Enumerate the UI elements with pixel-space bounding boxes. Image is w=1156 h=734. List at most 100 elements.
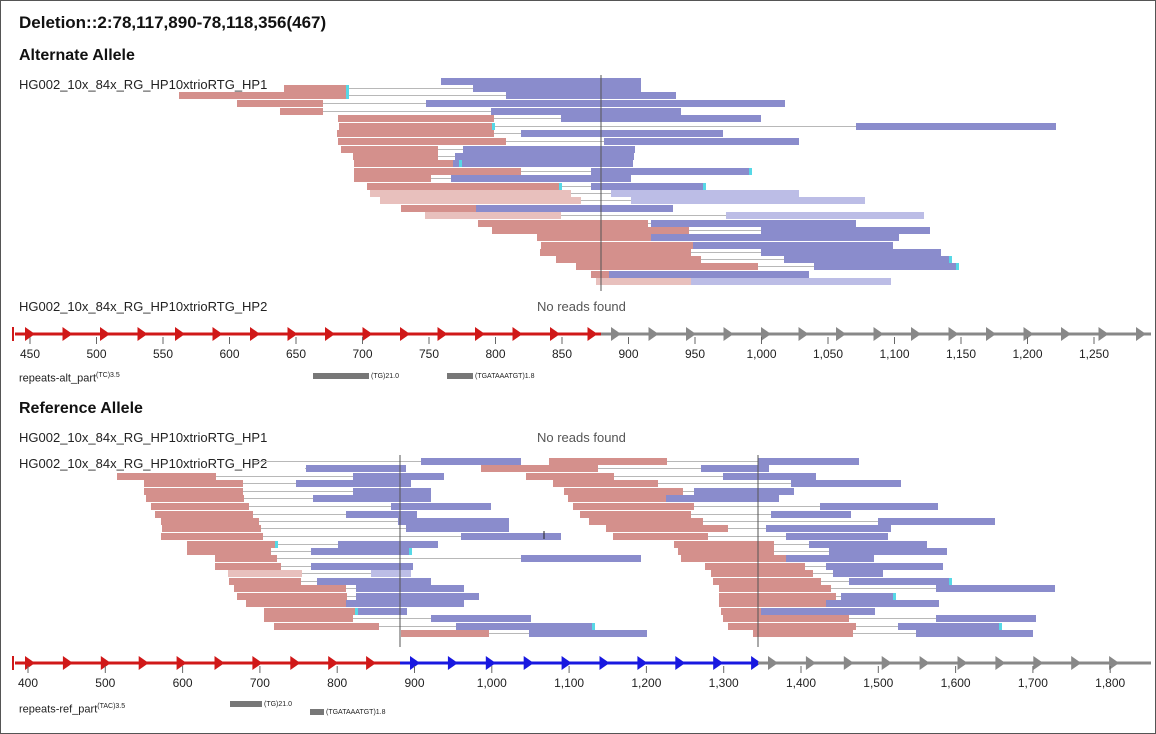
ref-axis-tick-label: 1,600: [941, 676, 971, 690]
ref-axis-arrow: [957, 656, 968, 670]
read-left: [591, 271, 609, 278]
soft-clip: [592, 623, 595, 630]
soft-clip: [559, 183, 562, 190]
ref-track-hp2-label: HG002_10x_84x_RG_HP10xtrioRTG_HP2: [19, 456, 268, 471]
alt-repeats-sup: (TC)3.5: [96, 372, 120, 379]
alt-axis-arrow: [512, 327, 523, 341]
read-right: [476, 205, 673, 212]
alt-axis-tick-label: 600: [219, 347, 239, 361]
read-left: [713, 578, 821, 585]
read-right: [786, 533, 888, 540]
read-right: [306, 465, 406, 472]
soft-clip: [749, 168, 752, 175]
ref-axis-tick-label: 600: [173, 676, 193, 690]
read-right: [391, 503, 491, 510]
soft-clip: [355, 608, 358, 615]
alt-axis-arrow: [1136, 327, 1146, 341]
read-left: [401, 205, 476, 212]
read-right: [761, 608, 875, 615]
read-right: [651, 220, 856, 227]
alt-axis-arrow: [25, 327, 35, 341]
read-right: [611, 190, 799, 197]
alt-repeat-tg: [313, 373, 369, 379]
read-left: [264, 615, 353, 622]
read-left: [719, 600, 834, 607]
read-left: [162, 525, 261, 532]
ref-axis-arrow: [447, 656, 458, 670]
alt-axis-tick-label: 1,000: [746, 347, 776, 361]
alt-axis-arrow: [798, 327, 809, 341]
read-left: [370, 190, 571, 197]
alt-axis-tick-label: 1,200: [1012, 347, 1042, 361]
alt-axis-arrow: [362, 327, 373, 341]
read-left: [705, 563, 805, 570]
read-right: [398, 518, 509, 525]
read-left: [481, 465, 598, 472]
read-right: [784, 256, 951, 263]
read-left: [425, 212, 561, 219]
read-right: [529, 630, 647, 637]
read-left: [540, 249, 691, 256]
ref-repeats-sup: (TAC)3.5: [97, 703, 126, 710]
read-right: [701, 465, 769, 472]
alt-axis-arrow: [212, 327, 223, 341]
read-right: [431, 615, 531, 622]
read-left: [187, 541, 277, 548]
ref-repeat-tg-label: (TG)21.0: [264, 701, 292, 708]
ref-axis-tick-label: 700: [250, 676, 270, 690]
read-left: [576, 263, 758, 270]
read-right: [833, 570, 883, 577]
read-left: [234, 585, 346, 592]
read-right: [936, 615, 1036, 622]
read-left: [681, 555, 787, 562]
soft-clip: [703, 183, 706, 190]
ref-axis-arrow: [805, 656, 816, 670]
read-left: [556, 256, 701, 263]
alt-repeat-tgataaatgt-label: (TGATAAATGT)1.8: [475, 373, 535, 380]
read-right: [296, 480, 411, 487]
alt-hp2-no-reads: No reads found: [537, 299, 626, 314]
read-left: [215, 563, 281, 570]
read-right: [521, 555, 641, 562]
soft-clip: [999, 623, 1002, 630]
alt-axis-arrow: [948, 327, 959, 341]
soft-clip: [492, 123, 495, 130]
read-left: [337, 130, 494, 137]
read-right: [426, 100, 785, 107]
alt-axis-arrow: [836, 327, 846, 341]
ref-axis-arrow: [1109, 656, 1120, 670]
read-right: [726, 212, 924, 219]
ref-axis-tick-label: 1,800: [1095, 676, 1125, 690]
alt-axis-tick-label: 850: [552, 347, 572, 361]
read-right: [786, 555, 874, 562]
read-right: [473, 85, 641, 92]
soft-clip: [346, 85, 349, 92]
read-right: [666, 495, 779, 502]
ref-axis-arrow: [843, 656, 854, 670]
read-left: [711, 570, 813, 577]
alt-axis-tick-label: 800: [485, 347, 505, 361]
read-left: [353, 153, 438, 160]
read-left: [274, 623, 379, 630]
alt-axis-tick-label: 450: [20, 347, 40, 361]
alt-repeats-label: repeats-alt_part(TC)3.5: [19, 372, 120, 385]
read-left: [146, 495, 244, 502]
soft-clip: [275, 541, 278, 548]
alt-allele-heading: Alternate Allele: [19, 47, 135, 64]
read-right: [841, 593, 895, 600]
read-left: [264, 608, 357, 615]
alt-axis-arrow: [550, 327, 560, 341]
alt-axis-arrow: [723, 327, 734, 341]
ref-axis-tick-label: 1,500: [863, 676, 893, 690]
read-left: [215, 555, 277, 562]
read-left: [596, 278, 691, 285]
read-right: [313, 495, 431, 502]
alt-axis-arrow: [1098, 327, 1109, 341]
alt-axis-arrow: [62, 327, 73, 341]
read-left: [613, 533, 708, 540]
soft-clip: [346, 92, 349, 99]
read-right: [456, 623, 594, 630]
read-left: [354, 160, 461, 167]
alt-axis-arrow: [437, 327, 448, 341]
